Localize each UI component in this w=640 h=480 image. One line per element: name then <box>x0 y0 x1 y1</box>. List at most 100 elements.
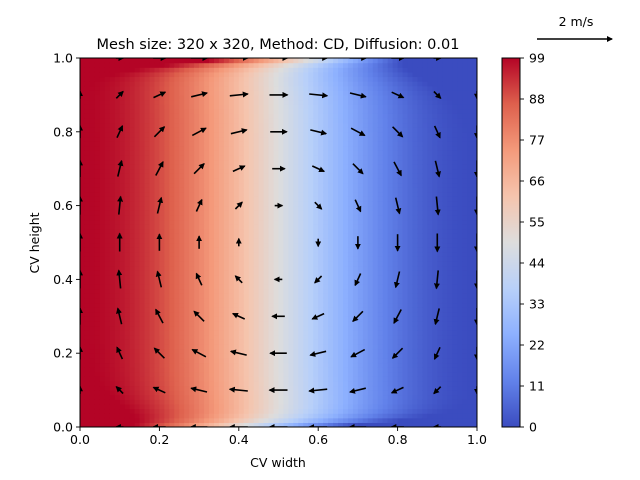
heatmap-cell <box>357 122 364 128</box>
heatmap-cell <box>228 302 235 308</box>
heatmap-cell <box>288 67 294 73</box>
heatmap-cell <box>263 380 270 387</box>
heatmap-cell <box>114 413 121 419</box>
heatmap-cell <box>144 200 151 207</box>
heatmap-cell <box>149 385 156 391</box>
heatmap-cell <box>298 90 304 96</box>
heatmap-cell <box>159 270 165 276</box>
heatmap-cell <box>164 94 170 101</box>
heatmap-cell <box>179 357 185 364</box>
heatmap-cell <box>382 205 389 211</box>
heatmap-cell <box>233 131 240 138</box>
heatmap-cell <box>273 334 280 340</box>
heatmap-cell <box>89 85 96 91</box>
heatmap-cell <box>233 307 240 313</box>
heatmap-cell <box>104 394 111 400</box>
heatmap-cell <box>154 357 160 364</box>
heatmap-cell <box>174 191 180 197</box>
heatmap-cell <box>84 145 91 151</box>
heatmap-cell <box>228 371 235 377</box>
heatmap-cell <box>159 371 165 377</box>
heatmap-cell <box>149 284 156 290</box>
heatmap-cell <box>139 316 146 322</box>
heatmap-cell <box>164 67 170 73</box>
heatmap-cell <box>119 408 126 414</box>
heatmap-cell <box>149 205 156 211</box>
heatmap-cell <box>134 136 141 142</box>
heatmap-cell <box>233 270 240 276</box>
heatmap-cell <box>293 422 299 427</box>
heatmap-cell <box>253 177 260 184</box>
heatmap-cell <box>204 422 210 427</box>
heatmap-cell <box>169 279 175 285</box>
heatmap-cell <box>283 362 290 368</box>
heatmap-cell <box>119 108 126 114</box>
heatmap-cell <box>119 94 126 101</box>
heatmap-cell <box>213 237 220 244</box>
heatmap-cell <box>159 297 165 304</box>
heatmap-cell <box>228 210 235 216</box>
heatmap-cell <box>328 76 334 82</box>
heatmap-cell <box>233 265 240 271</box>
heatmap-cell <box>134 67 141 73</box>
heatmap-cell <box>387 302 394 308</box>
heatmap-cell <box>179 353 185 359</box>
heatmap-cell <box>94 357 101 364</box>
heatmap-cell <box>308 376 314 382</box>
heatmap-cell <box>367 339 374 345</box>
heatmap-cell <box>382 62 389 68</box>
heatmap-cell <box>352 187 359 193</box>
heatmap-cell <box>228 62 235 68</box>
heatmap-cell <box>293 168 299 174</box>
heatmap-cell <box>209 288 215 294</box>
heatmap-cell <box>94 90 101 96</box>
heatmap-cell <box>218 362 225 368</box>
heatmap-cell <box>387 274 394 280</box>
heatmap-cell <box>174 76 180 82</box>
heatmap-cell <box>228 182 235 188</box>
heatmap-cell <box>318 357 324 364</box>
heatmap-cell <box>273 205 280 211</box>
heatmap-cell <box>223 325 230 331</box>
heatmap-cell <box>233 85 240 91</box>
heatmap-cell <box>94 228 101 234</box>
heatmap-cell <box>154 90 160 96</box>
heatmap-cell <box>129 173 136 179</box>
heatmap-cell <box>263 145 270 151</box>
heatmap-cell <box>104 334 111 340</box>
heatmap-cell <box>338 196 344 202</box>
heatmap-cell <box>129 224 136 230</box>
heatmap-cell <box>174 367 180 373</box>
heatmap-cell <box>174 307 180 313</box>
heatmap-cell <box>248 150 255 156</box>
heatmap-cell <box>263 173 270 179</box>
heatmap-cell <box>298 325 304 331</box>
heatmap-cell <box>357 260 364 267</box>
heatmap-cell <box>144 260 151 267</box>
heatmap-cell <box>233 228 240 234</box>
heatmap-cell <box>263 367 270 373</box>
heatmap-cell <box>343 219 349 225</box>
heatmap-cell <box>164 191 170 197</box>
heatmap-cell <box>372 362 379 368</box>
heatmap-cell <box>263 164 270 170</box>
heatmap-cell <box>159 104 165 110</box>
heatmap-cell <box>268 362 275 368</box>
heatmap-cell <box>372 293 379 299</box>
heatmap-cell <box>248 307 255 313</box>
heatmap-cell <box>278 187 285 193</box>
heatmap-cell <box>387 385 394 391</box>
heatmap-cell <box>199 154 205 161</box>
heatmap-cell <box>273 85 280 91</box>
heatmap-cell <box>357 177 364 184</box>
heatmap-cell <box>89 168 96 174</box>
heatmap-cell <box>338 307 344 313</box>
heatmap-cell <box>199 307 205 313</box>
heatmap-cell <box>218 108 225 114</box>
heatmap-cell <box>94 390 101 396</box>
heatmap-cell <box>313 270 319 276</box>
heatmap-cell <box>367 131 374 138</box>
heatmap-cell <box>268 81 275 87</box>
heatmap-cell <box>377 205 384 211</box>
heatmap-cell <box>303 150 309 156</box>
